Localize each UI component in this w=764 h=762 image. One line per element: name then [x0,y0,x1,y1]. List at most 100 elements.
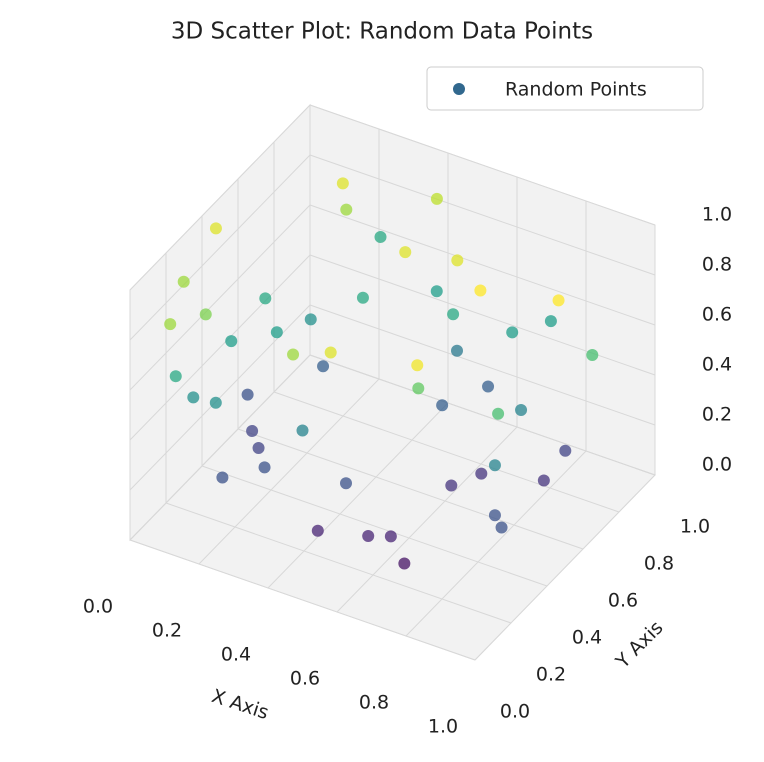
point [296,424,309,437]
z-tick-label: 0.8 [702,254,732,276]
grid-line [129,254,311,441]
x-tick-label: 1.0 [428,716,458,738]
grid-line [474,474,656,661]
point [537,474,550,487]
x-tick-label: 0.8 [359,692,389,714]
point [447,308,460,321]
point [209,396,222,409]
point [506,326,519,339]
grid-line [237,428,584,550]
x-tick-label: 0.6 [290,668,320,690]
point [311,524,324,537]
point [270,326,283,339]
grid-line [267,402,449,589]
grid-line [309,304,656,426]
grid-line [129,104,311,291]
point [246,424,259,437]
y-tick-label: 1.0 [680,516,710,538]
point [340,203,353,216]
points [164,177,599,570]
grid-line [198,378,380,565]
z-tick-label: 0.0 [702,454,732,476]
point [451,344,463,357]
x-tick-label: 0.4 [221,644,251,666]
point [412,382,425,395]
point [436,399,449,412]
point [216,471,229,484]
point [475,467,488,480]
x-tick-label: 0.0 [83,596,113,618]
grid-line [336,426,518,613]
point [430,285,443,298]
point [209,222,222,235]
point [552,294,565,307]
point [586,348,599,361]
grid-line [129,154,311,341]
point [252,442,265,455]
grid-line [129,354,311,541]
grid-line [129,539,476,661]
grid-line [201,465,548,587]
point [340,477,352,490]
grid-line [129,204,311,391]
point [451,254,464,267]
x-tick-label: 0.2 [152,620,182,642]
grid-line [165,502,512,624]
point [488,459,501,472]
panes [129,103,656,661]
point [287,348,300,361]
point [492,407,505,420]
legend-label: Random Points [505,79,647,101]
point [258,461,271,474]
x-axis-label: X Axis [209,685,271,724]
point [445,479,458,492]
point [362,529,375,542]
z-tick-label: 0.2 [702,404,732,426]
point [304,313,317,326]
legend-box [426,66,704,111]
point [384,530,397,543]
point [488,509,501,522]
point [177,275,190,288]
point [399,246,412,259]
y-tick-label: 0.0 [500,701,530,723]
point [515,404,528,416]
grid-line [309,354,656,476]
point [225,335,238,348]
point [164,318,177,331]
point [317,360,330,373]
y-tick-label: 0.8 [644,553,674,575]
point [187,391,200,404]
point [559,444,572,457]
grid-line [309,204,656,326]
legend: Random Points [426,66,704,111]
point [430,192,443,205]
point [374,230,387,243]
z-tick-label: 0.6 [702,304,732,326]
point [482,380,495,393]
legend-marker [453,83,465,95]
chart-title: 3D Scatter Plot: Random Data Points [171,19,593,45]
point [169,370,182,383]
z-tick-label: 1.0 [702,204,732,226]
y-axis-label: Y Axis [611,617,668,674]
point [398,557,411,570]
point [411,359,424,372]
y-tick-label: 0.6 [608,590,638,612]
point [324,346,337,359]
point [474,284,487,297]
point [336,177,349,190]
y-tick-label: 0.2 [536,664,566,686]
z-tick-label: 0.4 [702,354,732,376]
grid-line [309,154,656,276]
y-tick-label: 0.4 [572,627,602,649]
grid-line [309,104,656,226]
point [356,291,369,304]
grid-line [273,391,620,513]
point [259,292,272,305]
point [544,315,557,328]
point [241,388,254,401]
grid-line [405,450,587,637]
point [199,308,212,321]
